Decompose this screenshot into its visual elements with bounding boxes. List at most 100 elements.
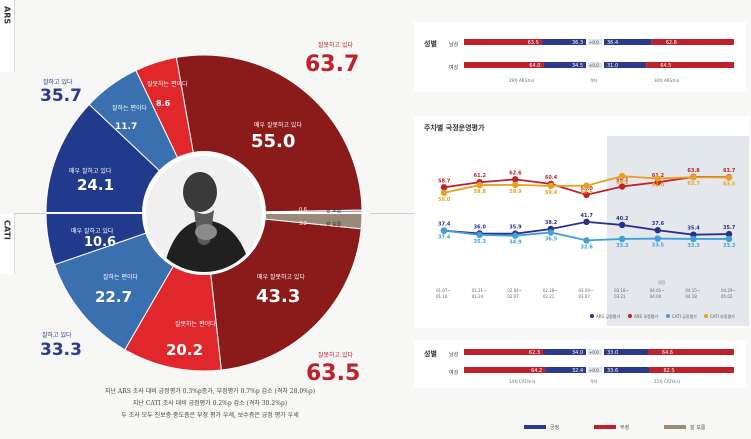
- trend-point: [440, 227, 448, 234]
- trend-legend-label: ARS 부정평가: [634, 313, 658, 319]
- trend-point-label: 63.7: [723, 168, 736, 174]
- trend-legend-marker: [590, 314, 594, 318]
- trend-legend-marker: [666, 314, 670, 318]
- trend-x-tick: 04.04: [650, 294, 662, 299]
- trend-point-label: 36.5: [545, 236, 558, 242]
- cati-dk: 3.2: [299, 221, 307, 227]
- cati-pos-total-label: 잘하고 있다: [42, 332, 72, 339]
- gender-caption-curr: 30차 ARS조사: [654, 77, 680, 83]
- trend-legend-marker: [704, 314, 708, 318]
- gender-gap-val: +0.0: [589, 350, 599, 355]
- gender-bar-neg-prev: [464, 367, 546, 373]
- gender-bar-pos-curr: [604, 39, 652, 45]
- trend-x-tick: 01.10: [436, 294, 448, 299]
- tab-cati[interactable]: CATI: [0, 214, 15, 274]
- trend-point-label: 63.8: [687, 168, 700, 174]
- trend-x-tick: 05.02: [721, 294, 733, 299]
- trend-point: [690, 173, 697, 181]
- trend-legend-label: CATI 부정평가: [710, 313, 735, 319]
- ars-very-neg: 55.0: [251, 131, 296, 152]
- ars-some-pos: 11.7: [115, 122, 138, 132]
- trend-point-label: 37.6: [652, 221, 665, 227]
- trend-point-label: 40.2: [616, 216, 629, 222]
- gender-bar-neg-curr: [647, 349, 734, 355]
- gender-gap-val: +0.0: [589, 63, 599, 68]
- bottom-legend-swatch: [594, 425, 616, 429]
- gender-chart-ars: 성별 남성 63.5 36.3 +0.0 36.4 62.8 여성 64.0 34.5 +0.0 31…: [424, 39, 734, 83]
- trend-point-label: 60.4: [545, 175, 558, 181]
- trend-point-label: 41.7: [581, 213, 594, 219]
- trend-legend-label: ARS 긍정평가: [596, 313, 620, 319]
- trend-legend-marker: [628, 314, 632, 318]
- gender-val-neg-prev: 64.2: [531, 368, 542, 374]
- trend-point: [512, 181, 519, 189]
- bottom-legend-swatch: [524, 425, 546, 429]
- gender-row-label: 남성: [449, 41, 458, 48]
- gender-panel-cati: [414, 340, 746, 388]
- trend-point: [583, 218, 590, 226]
- trend-point: [583, 182, 590, 189]
- tab-ars[interactable]: ARS: [0, 0, 15, 72]
- gender-bar-neg-curr: [651, 39, 734, 45]
- gender-gap-box: [588, 39, 602, 45]
- gender-row-label: 여성: [449, 64, 458, 71]
- cati-neg-total-label: 잘못하고 있다: [318, 352, 354, 359]
- ars-neg-total-label: 잘못하고 있다: [318, 42, 354, 49]
- trend-x-tick: 04.18: [685, 294, 697, 299]
- trend-point: [583, 237, 590, 244]
- trend-x-tick: 02.18~: [543, 288, 558, 293]
- gender-gap-box: [588, 367, 602, 373]
- footnote-3: 두 조사 모두 진보층·중도층은 부정 평가 우세, 보수층은 긍정 평가 우세: [121, 412, 299, 419]
- trend-point-label: 64.2: [616, 180, 629, 186]
- trend-point-label: 38.2: [545, 220, 558, 226]
- gender-gap-box: [588, 349, 602, 355]
- gender-gap-val: +0.0: [589, 368, 599, 373]
- gender-val-neg-curr: 62.5: [663, 368, 674, 374]
- gender-bar-neg-prev: [464, 349, 543, 355]
- gender-val-pos-curr: 36.4: [607, 40, 618, 46]
- trend-point: [654, 235, 661, 242]
- trend-point-label: 59.4: [545, 190, 558, 196]
- footnote-1: 지난 ARS 조사 대비 긍정평가 0.3%p증가, 부정평가 0.7%p 감소…: [104, 388, 316, 395]
- trend-x-tick: 04.29~: [721, 288, 736, 293]
- trend-point: [547, 182, 555, 190]
- trend-point-label: 59.5: [581, 190, 594, 196]
- trend-point: [725, 230, 733, 238]
- trend-point: [654, 175, 661, 182]
- cati-very-pos-label: 매우 잘하고 있다: [71, 228, 114, 235]
- ars-very-pos: 24.1: [77, 176, 115, 194]
- trend-point-label: 35.7: [723, 225, 736, 231]
- gender-bar-pos-prev: [545, 367, 586, 373]
- gender-caption-gap: 격차: [590, 77, 598, 83]
- trend-x-tick: 03.04~: [579, 288, 594, 293]
- gender-caption-gap: 격차: [590, 378, 598, 384]
- gender-title: 성별: [424, 349, 437, 358]
- gender-bar-pos-curr: [604, 62, 647, 68]
- gender-val-pos-prev: 34.5: [572, 63, 583, 69]
- trend-point: [618, 183, 626, 190]
- gender-bar-pos-curr: [604, 367, 650, 373]
- gender-gap-box: [588, 62, 602, 68]
- gender-val-neg-curr: 64.6: [662, 350, 673, 356]
- cati-pos-total: 33.3: [40, 340, 82, 360]
- gender-val-pos-prev: 32.4: [572, 368, 583, 374]
- ars-neg-total: 63.7: [305, 52, 360, 77]
- cati-some-neg-label: 잘못하는 편이다: [175, 321, 216, 328]
- gender-gap-val: +0.0: [589, 40, 599, 45]
- trend-point-label: 37.4: [438, 235, 451, 241]
- gender-title: 성별: [424, 39, 437, 48]
- ars-very-neg-label: 매우 잘못하고 있다: [254, 122, 302, 129]
- trend-title: 주차별 국정운영평가: [424, 123, 485, 132]
- bottom-legend-label: 부정: [620, 424, 629, 431]
- trend-x-tick: 03.21: [614, 294, 626, 299]
- gender-bar-neg-curr: [649, 367, 734, 373]
- trend-x-tick: 03.18~: [614, 288, 629, 293]
- ars-pos-total: 35.7: [40, 86, 82, 106]
- trend-legend-label: CATI 긍정평가: [672, 313, 697, 319]
- ars-dk-label: 잘 모름: [326, 208, 342, 214]
- trend-point-label: 36.0: [474, 224, 487, 230]
- trend-point-label: 59.1: [616, 177, 629, 183]
- gender-chart-cati: 성별 남성 62.3 34.0 +0.0 33.0 64.6 여성 64.2 32.4 +0.0 33…: [424, 349, 734, 384]
- trend-point-label: 56.0: [438, 197, 451, 203]
- gender-bar-neg-prev: [464, 62, 544, 68]
